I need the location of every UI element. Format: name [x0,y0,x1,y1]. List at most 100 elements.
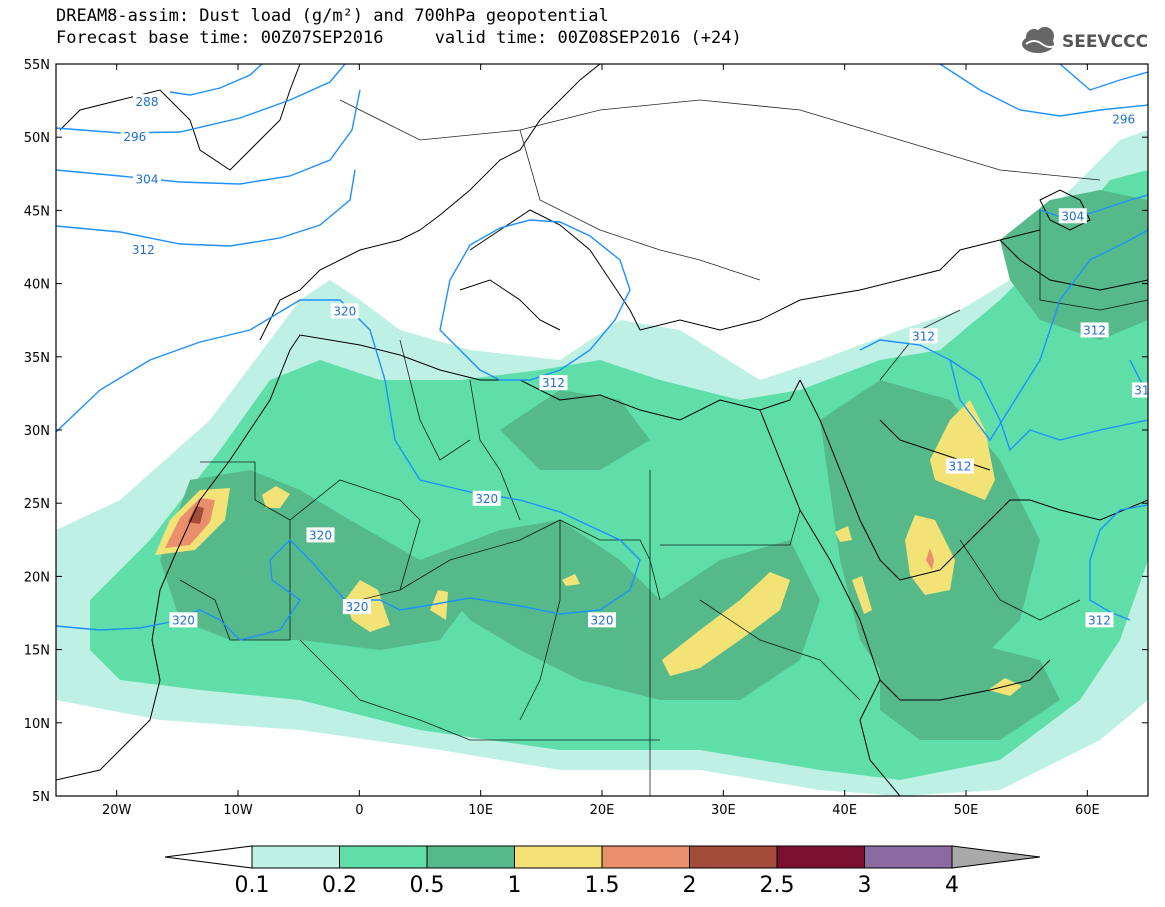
contour-label: 320 [306,527,335,543]
contour-label-text: 288 [136,95,159,109]
contour-label: 288 [133,94,161,110]
contour-label: 312 [945,458,974,474]
contour-label-bg [306,527,335,543]
dust-level-1-sudan [662,572,790,676]
contour-label-text: 320 [345,600,368,614]
contour-label-text: 312 [948,460,971,474]
contour-312-east [859,339,1148,452]
contour-304 [56,89,361,185]
lon-tick-label: 0 [355,803,363,818]
lat-tick-label: 25N [24,497,50,512]
contour-label-text: 312 [132,243,155,257]
contour-label-bg [120,129,149,145]
seevccc-logo: SEEVCCC [1022,27,1148,53]
contour-label-text: 320 [475,492,498,506]
country-borders [179,99,1148,796]
contour-label: 312 [1085,612,1114,628]
contour-296-east [939,64,1148,117]
lat-tick-label: 35N [24,351,50,366]
contour-label-text: 312 [1083,323,1106,337]
contour-label: 312 [909,328,938,344]
dust-level-1-chad [562,574,580,586]
lon-tick-label: 30E [711,803,736,818]
lat-tick-label: 20N [24,570,50,585]
lat-tick-label: 55N [24,58,50,73]
dust-level-0.5-central [420,520,820,700]
contour-label-bg [129,241,158,257]
contour-312-iran [949,229,1148,442]
contour-288 [169,64,263,96]
contour-label-text: 304 [136,173,159,187]
dust-level-0.5-libya [500,390,650,470]
contour-label-text: 304 [1061,209,1084,223]
dust-level-0.5-horn [880,640,1060,740]
dust-level-1-mauritania [262,486,290,508]
contour-label-bg [133,94,161,110]
contour-label-bg [909,328,938,344]
contour-label-bg [1109,111,1138,127]
contour-label: 296 [1109,111,1138,127]
lon-tick-label: 60E [1075,803,1100,818]
lon-tick-label: 40E [832,803,857,818]
contour-label-bg [133,171,161,187]
contour-label-text: 296 [1112,113,1135,127]
longitude-ticks: 20W 10W 0 10E 20E 30E 40E 50E 60E [102,64,1100,818]
lat-tick-label: 30N [24,424,50,439]
contour-label-bg [169,612,198,628]
lat-tick-label: 10N [24,717,50,732]
contour-label: 320 [169,612,198,628]
contour-296 [56,64,346,134]
geopotential-contours [56,64,1148,641]
contour-label: 31 [1131,382,1152,398]
contour-label-text: 320 [333,304,356,318]
contour-label-bg [539,375,568,391]
contour-label-text: 320 [309,528,332,542]
lat-tick-label: 40N [24,278,50,293]
title-line-1: DREAM8-assim: Dust load (g/m²) and 700hP… [56,6,609,26]
contour-label-bg [472,490,501,506]
lon-tick-label: 20W [102,803,132,818]
contour-label-bg [945,458,974,474]
contour-label-bg [342,599,371,615]
contour-label: 320 [588,612,616,628]
dust-level-1-somalia [988,678,1022,696]
contour-label: 312 [129,241,158,257]
contour-label: 320 [472,490,501,506]
lat-tick-label: 5N [32,790,50,805]
contour-label: 296 [120,129,149,145]
dust-level-1.5-arabia [926,548,934,570]
contour-label-bg [1058,208,1087,224]
dust-level-0.5-east [1000,190,1148,340]
lon-tick-label: 20E [590,803,615,818]
contour-label-text: 320 [591,613,614,627]
contour-312-italy [439,219,631,381]
contour-312-se [1089,504,1148,621]
contour-label-bg [1080,322,1109,338]
contour-label: 304 [1058,208,1087,224]
lat-tick-label: 45N [24,204,50,219]
lat-tick-label: 15N [24,644,50,659]
contour-label-text: 296 [123,130,146,144]
contour-label: 320 [342,599,371,615]
lon-tick-label: 50E [954,803,979,818]
contour-label: 312 [1080,322,1109,338]
logo-text: SEEVCCC [1062,32,1148,52]
contour-label-text: 312 [1088,613,1111,627]
dust-level-1-niger [430,590,448,620]
contour-label-text: 312 [542,376,565,390]
contour-label: 304 [133,171,161,187]
dust-level-2 [188,506,204,524]
contour-label: 312 [539,375,568,391]
lat-tick-label: 50N [24,131,50,146]
dust-shading [56,130,1148,796]
cloud-icon [1022,27,1059,53]
contour-labels: 288 296 304 312 320 312 312 312 296 304 312 312 320 3… [120,94,1152,628]
contour-label: 320 [330,303,359,319]
contour-312-north [56,169,356,247]
contour-label-bg [330,303,359,319]
lon-tick-label: 10E [468,803,493,818]
contour-312-ne [1059,64,1148,91]
contour-label-text: 31 [1134,383,1149,397]
dust-level-0.5-west [160,470,470,650]
